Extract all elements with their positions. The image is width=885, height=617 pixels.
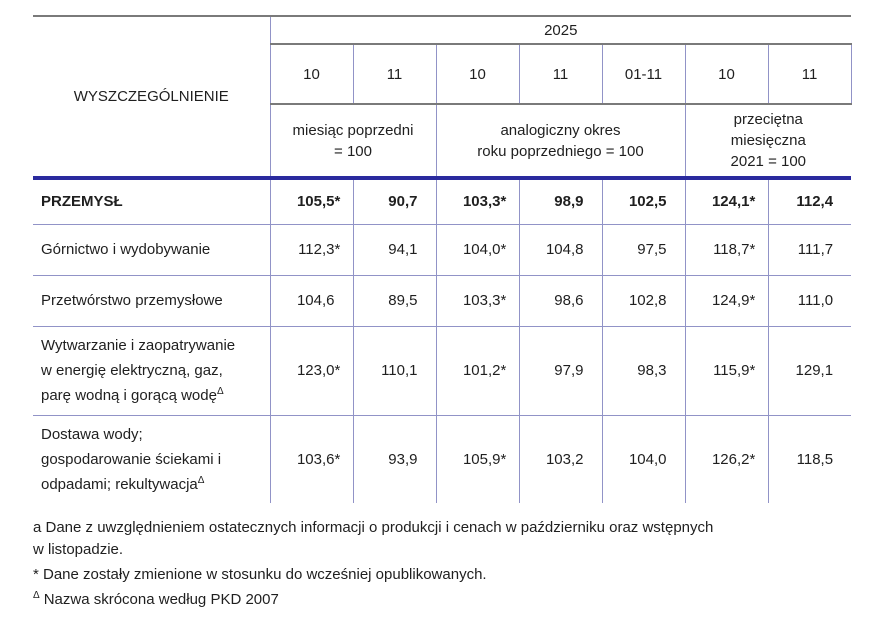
value-cell: 104,6 — [269, 275, 353, 327]
value-cell: 112,3* — [269, 224, 353, 276]
value-cell: 89,5 — [352, 275, 436, 327]
value-cell: 94,1 — [352, 224, 436, 276]
value-cell: 111,0 — [767, 275, 852, 327]
footnote-a: a Dane z uwzględnieniem ostatecznych inf… — [33, 518, 714, 558]
value-cell: 105,5* — [269, 178, 353, 225]
value-cell: 90,7 — [352, 178, 436, 225]
table-row-przetworstwo: Przetwórstwo przemysłowe 104,6 89,5 103,… — [33, 275, 852, 327]
period-col-header-7: 11 — [767, 44, 852, 105]
pkd-footnote-marker: Δ — [216, 386, 224, 397]
value-cell: 102,5 — [601, 178, 685, 225]
value-cell: 103,3* — [435, 275, 519, 327]
group-header-previous-month: miesiąc poprzedni = 100 — [270, 104, 436, 180]
row-label-text: Wytwarzanie i zaopatrywanie w energię el… — [41, 337, 236, 404]
statistics-table: WYSZCZEGÓLNIENIE 2025 10 11 10 11 01-11 … — [33, 15, 852, 503]
table-row-gornictwo: Górnictwo i wydobywanie 112,3* 94,1 104,… — [33, 224, 852, 276]
value-cell: 118,7* — [684, 224, 768, 276]
value-cell: 98,9 — [518, 178, 602, 225]
group-header-monthly-average-2021: przeciętna miesięczna 2021 = 100 — [684, 104, 852, 180]
value-cell: 98,3 — [601, 326, 685, 416]
footnote-delta: Δ Nazwa skrócona według PKD 2007 — [33, 589, 852, 611]
row-label-text: Dostawa wody; gospodarowanie ściekami i … — [41, 425, 222, 493]
group-header-same-period-prev-year: analogiczny okres roku poprzedniego = 10… — [435, 104, 685, 180]
period-col-header-4: 11 — [518, 44, 602, 105]
value-cell: 103,2 — [518, 415, 602, 503]
footnotes: a Dane z uwzględnieniem ostatecznych inf… — [33, 517, 852, 611]
value-cell: 93,9 — [352, 415, 436, 503]
table-row-wytwarzanie-energii: Wytwarzanie i zaopatrywanie w energię el… — [33, 326, 852, 416]
period-col-header-6: 10 — [684, 44, 768, 105]
value-cell: 110,1 — [352, 326, 436, 416]
pkd-footnote-marker: Δ — [197, 474, 205, 486]
value-cell: 104,8 — [518, 224, 602, 276]
row-label-text: PRZEMYSŁ — [41, 193, 123, 211]
row-label: PRZEMYSŁ — [33, 178, 270, 225]
value-cell: 104,0 — [601, 415, 685, 503]
value-cell: 104,0* — [435, 224, 519, 276]
row-label: Górnictwo i wydobywanie — [33, 224, 270, 276]
period-col-header-5: 01-11 — [601, 44, 685, 105]
footnote-delta-text: Nazwa skrócona według PKD 2007 — [43, 590, 279, 608]
value-cell: 103,3* — [435, 178, 519, 225]
period-col-header-2: 11 — [352, 44, 436, 105]
value-cell: 103,6* — [269, 415, 353, 503]
table-row-przemysl: PRZEMYSŁ 105,5* 90,7 103,3* 98,9 102,5 1… — [33, 178, 852, 225]
value-cell: 115,9* — [684, 326, 768, 416]
period-col-header-1: 10 — [269, 44, 353, 105]
value-cell: 98,6 — [518, 275, 602, 327]
row-label: Przetwórstwo przemysłowe — [33, 275, 270, 327]
table-row-dostawa-wody: Dostawa wody; gospodarowanie ściekami i … — [33, 415, 852, 503]
row-label-text: Przetwórstwo przemysłowe — [41, 292, 223, 309]
value-cell: 123,0* — [269, 326, 353, 416]
value-cell: 97,9 — [518, 326, 602, 416]
table-header: WYSZCZEGÓLNIENIE 2025 10 11 10 11 01-11 … — [33, 15, 852, 180]
value-cell: 97,5 — [601, 224, 685, 276]
value-cell: 101,2* — [435, 326, 519, 416]
stub-header-wyszczegolnienie: WYSZCZEGÓLNIENIE — [33, 15, 271, 180]
footnote-asterisk: * Dane zostały zmienione w stosunku do w… — [33, 565, 487, 583]
value-cell: 124,9* — [684, 275, 768, 327]
value-cell: 102,8 — [601, 275, 685, 327]
year-header: 2025 — [270, 15, 852, 45]
value-cell: 111,7 — [767, 224, 852, 276]
row-label-text: Górnictwo i wydobywanie — [41, 241, 211, 258]
row-label: Wytwarzanie i zaopatrywanie w energię el… — [33, 326, 270, 416]
value-cell: 105,9* — [435, 415, 519, 503]
value-cell: 118,5 — [767, 415, 852, 503]
table-body: PRZEMYSŁ 105,5* 90,7 103,3* 98,9 102,5 1… — [33, 178, 852, 503]
value-cell: 124,1* — [684, 178, 768, 225]
delta-marker: Δ — [33, 589, 40, 601]
row-label: Dostawa wody; gospodarowanie ściekami i … — [33, 415, 270, 503]
period-col-header-3: 10 — [435, 44, 519, 105]
value-cell: 112,4 — [767, 178, 852, 225]
value-cell: 126,2* — [684, 415, 768, 503]
value-cell: 129,1 — [767, 326, 852, 416]
